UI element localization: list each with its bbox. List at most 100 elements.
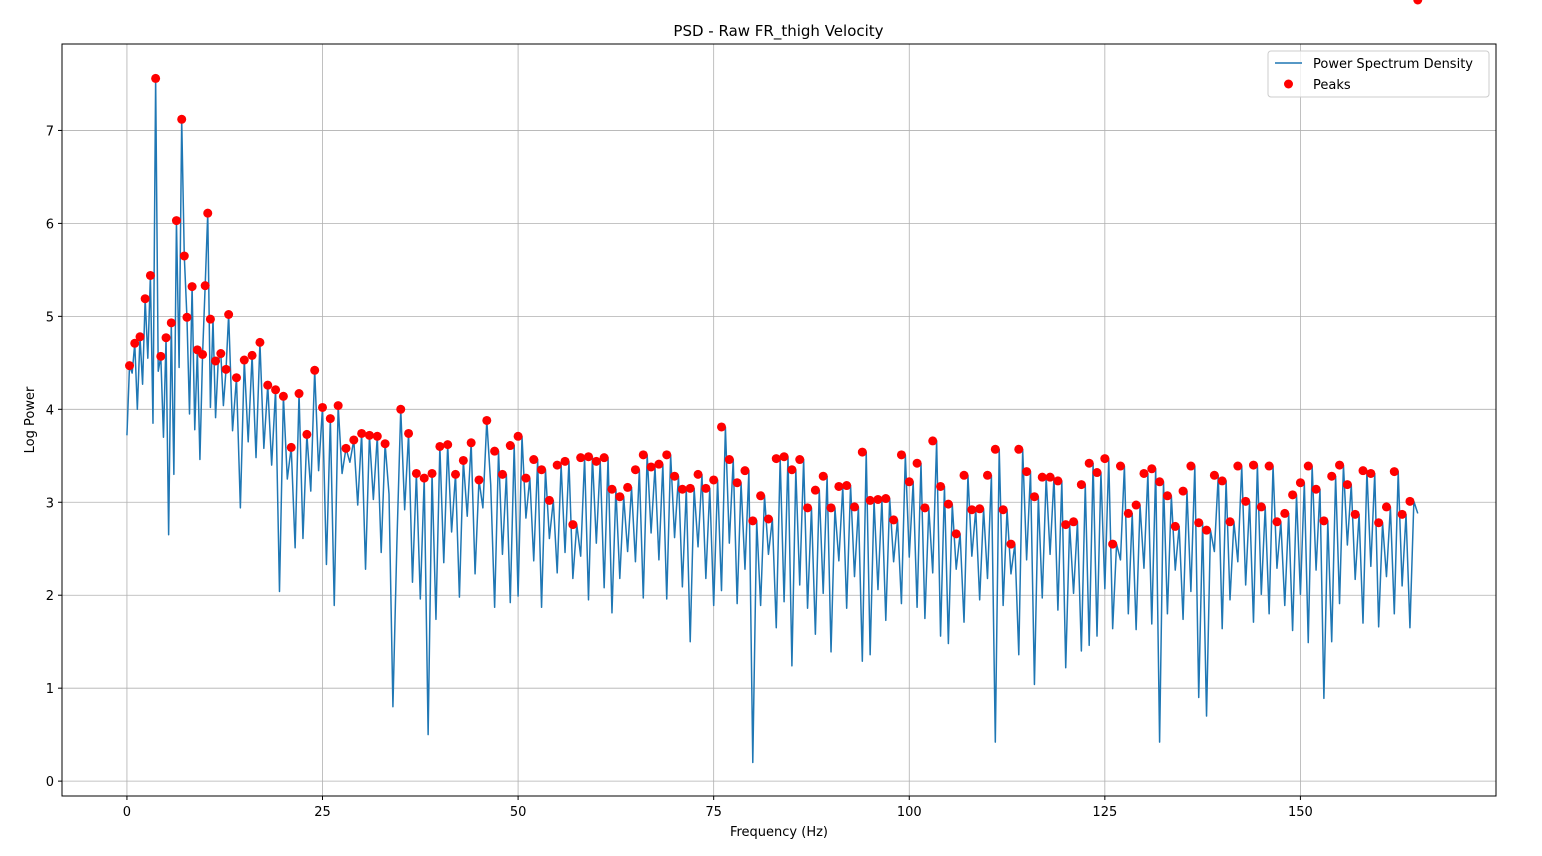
peak-point <box>419 473 429 483</box>
peak-point <box>787 465 797 475</box>
y-tick-label: 5 <box>46 310 54 325</box>
peak-point <box>1280 508 1290 518</box>
peak-point <box>135 332 145 342</box>
peak-point <box>490 446 500 456</box>
x-axis-ticks: 0 25 50 75 100 125 150 <box>123 796 1313 820</box>
legend-entry-peaks: Peaks <box>1313 78 1351 93</box>
peak-point <box>748 516 758 526</box>
peak-point <box>1069 517 1079 527</box>
x-tick-label: 75 <box>705 805 722 820</box>
peak-point <box>701 483 711 493</box>
x-axis-label: Frequency (Hz) <box>730 825 828 840</box>
peak-point <box>1389 467 1399 477</box>
peak-point <box>740 466 750 476</box>
peak-point <box>771 454 781 464</box>
peak-point <box>576 453 586 463</box>
peak-point <box>920 503 930 513</box>
y-axis-label: Log Power <box>23 386 38 453</box>
peak-point <box>1076 480 1086 490</box>
peak-point <box>372 431 382 441</box>
peak-point <box>474 475 484 485</box>
peak-point <box>1327 471 1337 481</box>
plot-area <box>125 0 1423 764</box>
peak-point <box>224 310 234 319</box>
peak-point <box>302 429 312 439</box>
peak-point <box>1264 461 1274 471</box>
peak-point <box>1288 490 1298 500</box>
peak-point <box>411 468 421 478</box>
peak-point <box>1100 454 1110 464</box>
peak-point <box>1381 502 1391 512</box>
peak-point <box>1045 472 1055 482</box>
peak-point <box>216 349 226 359</box>
peak-point <box>662 450 672 460</box>
peak-point <box>568 520 578 530</box>
peak-point <box>466 438 476 448</box>
x-tick-label: 0 <box>123 805 131 820</box>
peak-point <box>1405 496 1415 506</box>
peak-point <box>1162 491 1172 501</box>
peak-point <box>779 452 789 462</box>
y-tick-label: 1 <box>46 682 54 697</box>
x-tick-label: 100 <box>897 805 922 820</box>
peak-point <box>975 504 985 514</box>
y-tick-label: 3 <box>46 496 54 511</box>
peak-point <box>497 469 507 479</box>
peak-point <box>1170 521 1180 531</box>
peak-point <box>1131 500 1141 510</box>
x-tick-label: 25 <box>314 805 331 820</box>
legend-marker-icon <box>1284 79 1293 89</box>
peak-point <box>278 391 288 401</box>
peak-point <box>810 485 820 495</box>
peak-point <box>670 471 680 481</box>
peak-point <box>198 349 208 359</box>
peak-point <box>325 414 335 424</box>
peak-point <box>161 333 171 343</box>
peak-point <box>404 428 414 438</box>
peak-point <box>341 443 351 453</box>
y-tick-label: 6 <box>46 217 54 232</box>
legend: Power Spectrum Density Peaks <box>1267 50 1490 98</box>
peak-point <box>982 470 992 480</box>
peak-point <box>1319 516 1329 526</box>
peak-point <box>1053 476 1063 486</box>
peak-point <box>1311 484 1321 494</box>
peak-point <box>458 455 468 465</box>
peak-point <box>187 282 197 292</box>
peak-point <box>865 495 875 505</box>
peak-point <box>247 350 257 360</box>
peak-point <box>756 491 766 501</box>
peak-point <box>560 456 570 466</box>
peak-point <box>623 482 633 492</box>
chart-title: PSD - Raw FR_thigh Velocity <box>673 22 883 41</box>
peak-point <box>1241 496 1251 506</box>
peak-point <box>889 515 899 525</box>
peak-point <box>1358 466 1368 476</box>
y-tick-label: 2 <box>46 589 54 604</box>
peak-point <box>826 503 836 513</box>
peak-point <box>271 385 281 395</box>
peak-point <box>967 505 977 515</box>
legend-box <box>1267 50 1490 98</box>
legend-entry-psd: Power Spectrum Density <box>1313 57 1473 72</box>
peak-point <box>294 389 304 399</box>
peak-point <box>203 208 213 218</box>
peak-point <box>1178 486 1188 496</box>
peak-point <box>1084 458 1094 468</box>
peak-point <box>1022 467 1032 477</box>
peak-point <box>677 484 687 494</box>
peak-point <box>544 495 554 505</box>
peak-point <box>435 441 445 451</box>
peak-point <box>1350 509 1360 519</box>
peak-point <box>943 499 953 509</box>
peak-point <box>896 450 906 460</box>
peak-point <box>1139 468 1149 478</box>
peak-point <box>1029 492 1039 502</box>
peak-point <box>1209 470 1219 480</box>
peak-point <box>443 440 453 450</box>
peak-point <box>881 494 891 504</box>
peak-point <box>140 294 150 304</box>
peak-point <box>529 455 539 465</box>
peak-point <box>427 468 437 478</box>
peak-point <box>795 455 805 465</box>
